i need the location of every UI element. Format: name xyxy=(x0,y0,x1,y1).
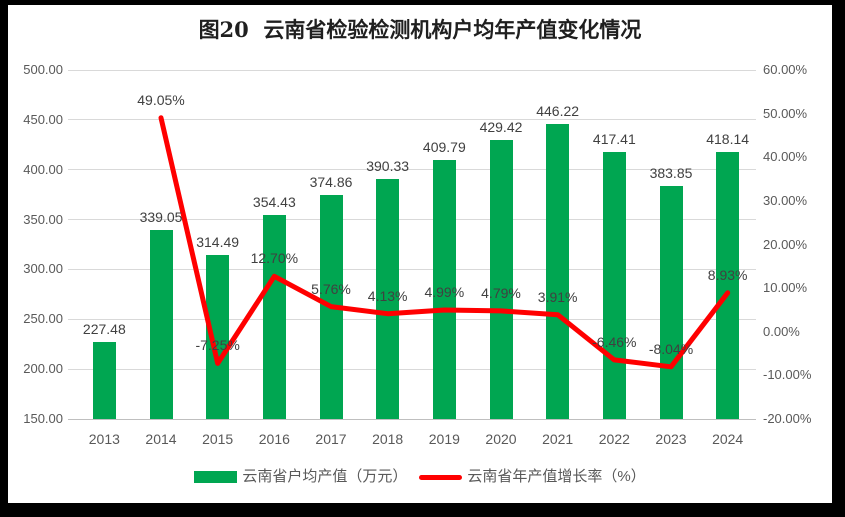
x-axis-label: 2013 xyxy=(88,431,120,447)
x-axis-label: 2019 xyxy=(428,431,460,447)
x-axis-label: 2016 xyxy=(258,431,290,447)
bar-2022 xyxy=(602,152,626,419)
legend-label: 云南省户均产值（万元） xyxy=(242,468,408,485)
legend-item-bar-series: 云南省户均产值（万元） xyxy=(194,468,407,486)
bar-value-label: 339.05 xyxy=(139,209,183,226)
line-value-label: 4.79% xyxy=(481,284,521,301)
x-axis-line xyxy=(68,418,756,420)
bar-value-label: 418.14 xyxy=(706,130,750,147)
y-axis-tick-right: 40.00% xyxy=(763,149,808,165)
line-value-label: -8.04% xyxy=(648,340,694,357)
bar-value-label: 383.85 xyxy=(649,164,693,181)
y-axis-tick-left: 350.00 xyxy=(23,211,63,227)
x-axis-label: 2024 xyxy=(712,431,744,447)
y-axis-tick-left: 500.00 xyxy=(23,62,63,77)
legend-item-line-series: 云南省年产值增长率（%） xyxy=(419,468,646,486)
x-axis-label: 2014 xyxy=(145,431,177,447)
bar-2017 xyxy=(319,194,343,419)
line-value-label: 8.93% xyxy=(707,266,748,283)
legend: 云南省户均产值（万元） 云南省年产值增长率（%） xyxy=(8,468,832,486)
line-value-label: 49.05% xyxy=(137,91,185,108)
bar-value-label: 374.86 xyxy=(309,173,353,190)
bar-2020 xyxy=(489,140,513,419)
x-axis-label: 2021 xyxy=(542,431,574,447)
chart-page: 图20 云南省检验检测机构户均年产值变化情况 500.00 450.00 400.0… xyxy=(8,5,832,503)
line-series-swatch-icon xyxy=(419,474,463,480)
y-axis-tick-right: 50.00% xyxy=(763,105,808,121)
y-axis-tick-left: 450.00 xyxy=(23,111,63,127)
bar-value-label: 227.48 xyxy=(82,320,126,337)
x-axis-label: 2018 xyxy=(372,431,404,447)
bar-value-label: 446.22 xyxy=(536,102,580,119)
line-value-label: -6.46% xyxy=(592,333,637,350)
y-axis-tick-right: 20.00% xyxy=(763,236,808,252)
line-value-label: 4.13% xyxy=(367,287,408,304)
line-value-label: 4.99% xyxy=(424,283,465,300)
y-axis-tick-left: 300.00 xyxy=(23,261,63,277)
line-series xyxy=(158,115,731,370)
legend-label: 云南省年产值增长率（%） xyxy=(467,468,646,485)
bar-2024 xyxy=(716,151,740,419)
y-axis-tick-left: 250.00 xyxy=(23,311,63,327)
bar-value-label: 429.42 xyxy=(479,119,523,136)
bar-series-swatch-icon xyxy=(194,471,238,483)
bar-value-label: 390.33 xyxy=(366,158,410,175)
y-axis-tick-right: -10.00% xyxy=(763,367,812,383)
gridline xyxy=(68,69,756,71)
y-axis-tick-left: 200.00 xyxy=(23,361,63,377)
x-axis-label: 2020 xyxy=(485,431,517,447)
y-axis-tick-right: 10.00% xyxy=(763,280,808,296)
y-axis-tick-left: 150.00 xyxy=(23,411,63,426)
gridline xyxy=(68,119,756,121)
x-axis-label: 2017 xyxy=(315,431,347,447)
bar-2013 xyxy=(92,341,116,419)
bar-2023 xyxy=(659,185,683,419)
y-axis-tick-left: 400.00 xyxy=(23,161,63,177)
bar-value-label: 314.49 xyxy=(196,233,240,250)
line-value-label: -7.25% xyxy=(195,337,240,354)
line-value-label: 3.91% xyxy=(537,288,578,305)
x-axis-label: 2022 xyxy=(598,431,630,447)
x-axis-label: 2023 xyxy=(655,431,687,447)
bar-2021 xyxy=(546,123,570,419)
line-value-label: 5.76% xyxy=(311,280,351,297)
y-axis-tick-right: 30.00% xyxy=(763,192,808,208)
chart-title: 图20 云南省检验检测机构户均年产值变化情况 xyxy=(198,17,642,42)
y-axis-tick-right: 60.00% xyxy=(763,62,808,77)
bar-value-label: 354.43 xyxy=(252,194,296,211)
bar-value-label: 409.79 xyxy=(422,138,466,155)
bar-2016 xyxy=(262,215,286,419)
x-axis-label: 2015 xyxy=(202,431,234,447)
bar-value-label: 417.41 xyxy=(592,131,636,148)
line-value-label: 12.70% xyxy=(250,250,299,267)
bar-2014 xyxy=(149,230,173,419)
y-axis-tick-right: -20.00% xyxy=(763,411,812,426)
y-axis-tick-right: 0.00% xyxy=(763,323,800,339)
